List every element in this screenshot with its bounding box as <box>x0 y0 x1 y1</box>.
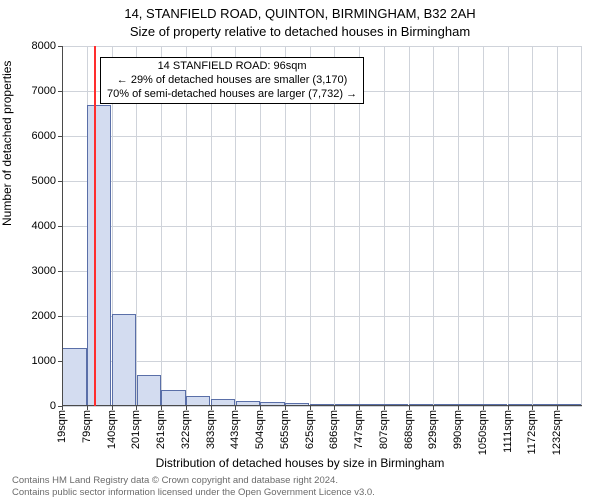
gridline-h <box>62 271 582 272</box>
xtick-label: 140sqm <box>106 410 118 449</box>
xtick-label: 201sqm <box>130 410 142 449</box>
ytick-label: 6000 <box>16 130 56 142</box>
gridline-h <box>62 136 582 137</box>
ytick-label: 4000 <box>16 220 56 232</box>
gridline-h <box>62 46 582 47</box>
gridline-v <box>384 46 385 406</box>
xtick-label: 1050sqm <box>477 410 489 455</box>
ytick-label: 8000 <box>16 40 56 52</box>
chart-title-line1: 14, STANFIELD ROAD, QUINTON, BIRMINGHAM,… <box>0 6 600 21</box>
x-axis-ticks: 19sqm79sqm140sqm201sqm261sqm322sqm383sqm… <box>62 406 582 460</box>
bar <box>62 348 86 407</box>
xtick-label: 1111sqm <box>502 410 514 453</box>
xtick-label: 747sqm <box>353 410 365 449</box>
xtick-label: 443sqm <box>229 410 241 449</box>
xtick-label: 1172sqm <box>526 410 538 454</box>
xtick-label: 79sqm <box>81 410 93 443</box>
xtick-label: 625sqm <box>304 410 316 449</box>
gridline-v <box>581 46 582 406</box>
bar <box>112 314 136 406</box>
y-axis-ticks: 010002000300040005000600070008000 <box>14 46 62 406</box>
annotation-line3: 70% of semi-detached houses are larger (… <box>107 88 357 102</box>
ytick-label: 3000 <box>16 265 56 277</box>
bar <box>137 375 161 407</box>
bar <box>161 390 185 406</box>
annotation-line2: ← 29% of detached houses are smaller (3,… <box>107 74 357 88</box>
xtick-label: 929sqm <box>427 410 439 449</box>
ytick-label: 0 <box>16 400 56 412</box>
gridline-h <box>62 316 582 317</box>
gridline-v <box>433 46 434 406</box>
ytick-label: 7000 <box>16 85 56 97</box>
gridline-v <box>508 46 509 406</box>
chart-title-line2: Size of property relative to detached ho… <box>0 24 600 39</box>
ytick-label: 1000 <box>16 355 56 367</box>
gridline-h <box>62 181 582 182</box>
xtick-label: 322sqm <box>180 410 192 449</box>
xtick-label: 686sqm <box>328 410 340 449</box>
footer-line2: Contains public sector information licen… <box>12 487 375 498</box>
xtick-label: 565sqm <box>279 410 291 449</box>
xtick-label: 990sqm <box>452 410 464 449</box>
bar <box>87 105 111 407</box>
ytick-label: 2000 <box>16 310 56 322</box>
footer-attribution: Contains HM Land Registry data © Crown c… <box>12 475 375 498</box>
xtick-label: 1232sqm <box>551 410 563 455</box>
gridline-v <box>532 46 533 406</box>
xtick-label: 807sqm <box>378 410 390 449</box>
gridline-h <box>62 226 582 227</box>
annotation-line1: 14 STANFIELD ROAD: 96sqm <box>107 60 357 74</box>
gridline-v <box>458 46 459 406</box>
gridline-v <box>409 46 410 406</box>
gridline-h <box>62 361 582 362</box>
xtick-label: 504sqm <box>254 410 266 449</box>
x-axis-label: Distribution of detached houses by size … <box>0 456 600 470</box>
ytick-label: 5000 <box>16 175 56 187</box>
xtick-label: 19sqm <box>56 410 68 443</box>
gridline-v <box>483 46 484 406</box>
y-axis-label: Number of detached properties <box>0 61 14 226</box>
xtick-label: 261sqm <box>155 410 167 449</box>
marker-line <box>94 46 96 406</box>
footer-line1: Contains HM Land Registry data © Crown c… <box>12 475 375 486</box>
axis-line-left <box>62 46 63 406</box>
xtick-label: 868sqm <box>403 410 415 449</box>
chart-container: 14, STANFIELD ROAD, QUINTON, BIRMINGHAM,… <box>0 0 600 500</box>
annotation-box: 14 STANFIELD ROAD: 96sqm ← 29% of detach… <box>100 57 364 104</box>
xtick-label: 383sqm <box>205 410 217 449</box>
gridline-v <box>557 46 558 406</box>
